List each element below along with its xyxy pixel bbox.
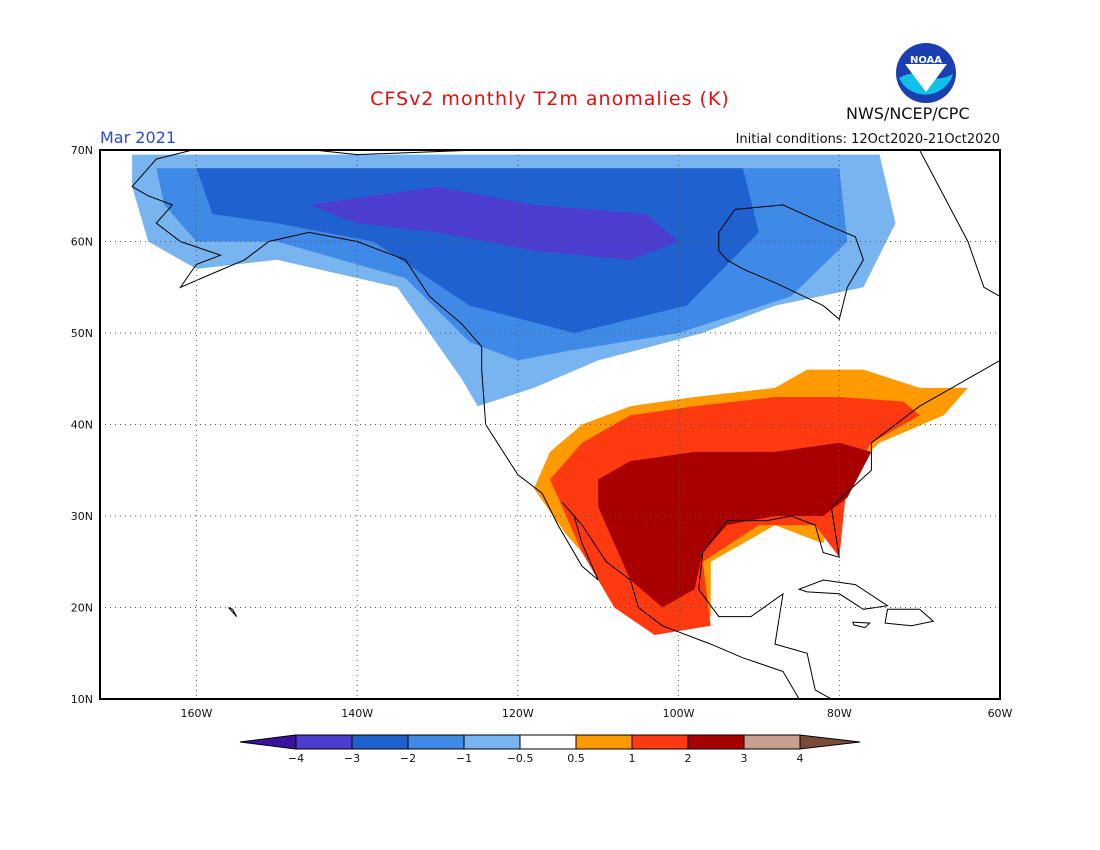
lon-tick-label: 160W [180, 707, 212, 720]
coastline-cuba [797, 579, 889, 610]
axis-labels: 10N 20N 30N 40N 50N 60N 70N 160W 140W 120W 100W 80W… [71, 144, 1013, 720]
noaa-logo-text: NOAA [910, 55, 942, 66]
coastlines [131, 150, 1100, 699]
legend-swatch [743, 734, 801, 750]
lat-tick-label: 40N [71, 419, 93, 432]
lon-tick-label: 140W [341, 707, 373, 720]
lat-tick-label: 60N [71, 236, 93, 249]
coastline-hawaii [228, 607, 238, 617]
lat-tick-label: 50N [71, 327, 93, 340]
legend-swatch [631, 734, 689, 750]
lat-tick-label: 70N [71, 144, 93, 157]
noaa-logo: NOAA [896, 43, 956, 103]
legend-swatch-low-arrow [239, 734, 297, 750]
coastline-hispaniola [884, 608, 935, 627]
legend-swatch [687, 734, 745, 750]
color-legend: −4 −3 −2 −1 −0.5 0.5 1 2 3 4 [239, 734, 861, 765]
graticule [100, 150, 1000, 699]
chart-title: CFSv2 monthly T2m anomalies (K) [370, 88, 730, 110]
coastline-greenland [1000, 150, 1100, 242]
map-frame [99, 149, 1001, 700]
legend-swatch-high-arrow [799, 734, 861, 750]
legend-label: −1 [456, 752, 472, 765]
legend-swatch [463, 734, 521, 750]
legend-swatch [351, 734, 409, 750]
forecast-period: Mar 2021 [100, 128, 176, 147]
anomaly-region-3 [308, 186, 679, 260]
initial-conditions: Initial conditions: 12Oct2020-21Oct2020 [735, 132, 1000, 147]
coastline-jamaica [852, 621, 871, 629]
legend-label: 3 [741, 752, 748, 765]
lon-tick-label: 60W [988, 707, 1013, 720]
legend-swatch [407, 734, 465, 750]
legend-label: 2 [685, 752, 692, 765]
legend-label: −3 [344, 752, 360, 765]
coastline-north-america [131, 150, 1000, 699]
anomaly-region-6 [598, 442, 872, 608]
legend-swatch [519, 734, 577, 750]
legend-label: 4 [797, 752, 804, 765]
anomaly-shading [132, 154, 968, 635]
legend-label: 0.5 [567, 752, 585, 765]
legend-swatch [575, 734, 633, 750]
legend-label: −0.5 [507, 752, 534, 765]
lon-tick-label: 120W [502, 707, 534, 720]
noaa-logo-bird [905, 64, 947, 92]
coastline-hudson-bay [718, 204, 864, 321]
legend-swatch [295, 734, 353, 750]
lat-tick-label: 10N [71, 693, 93, 706]
lat-tick-label: 30N [71, 510, 93, 523]
agency-label: NWS/NCEP/CPC [846, 104, 970, 123]
lon-tick-label: 100W [663, 707, 695, 720]
legend-label: −4 [288, 752, 304, 765]
lat-tick-label: 20N [71, 602, 93, 615]
legend-label: −2 [400, 752, 416, 765]
lon-tick-label: 80W [827, 707, 852, 720]
legend-label: 1 [629, 752, 636, 765]
